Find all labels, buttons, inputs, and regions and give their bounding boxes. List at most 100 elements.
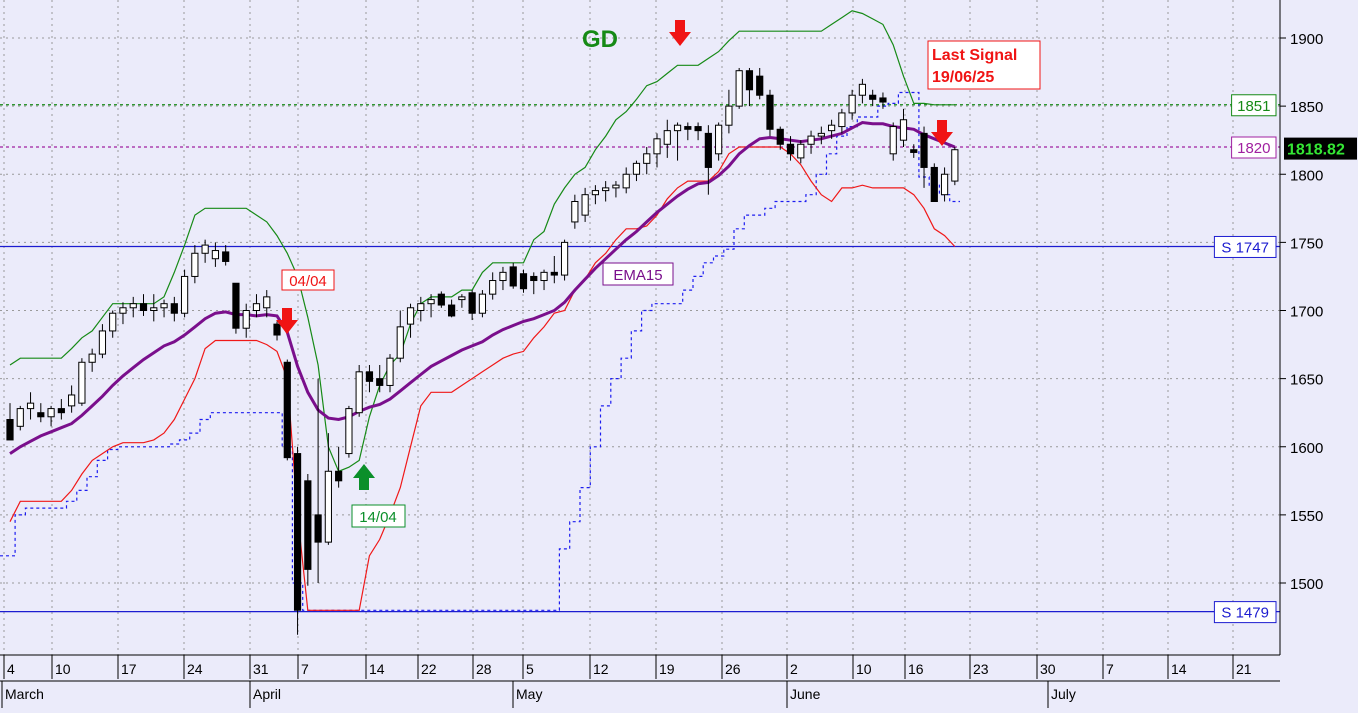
candle bbox=[776, 126, 784, 150]
candle bbox=[560, 239, 569, 281]
candle bbox=[684, 122, 692, 141]
candle-body bbox=[797, 143, 805, 159]
candle bbox=[191, 245, 199, 284]
candle-body bbox=[109, 312, 117, 332]
candle bbox=[448, 299, 456, 318]
candle-body bbox=[478, 293, 487, 314]
buy-arrow-icon bbox=[353, 464, 375, 490]
lower-band-line bbox=[9, 146, 956, 611]
candle bbox=[324, 433, 332, 545]
candle-body bbox=[560, 241, 569, 276]
candle-body bbox=[88, 353, 96, 363]
candle bbox=[160, 299, 168, 318]
candle-body bbox=[807, 135, 815, 145]
candle-body bbox=[889, 126, 897, 155]
month-label: July bbox=[1051, 686, 1076, 702]
candle bbox=[602, 181, 610, 202]
candle-body bbox=[540, 271, 548, 282]
candle bbox=[37, 403, 45, 423]
candle-body bbox=[283, 361, 291, 459]
day-tick-label: 16 bbox=[908, 661, 924, 677]
candle bbox=[797, 140, 805, 164]
candle bbox=[376, 365, 384, 393]
candle bbox=[581, 187, 589, 222]
candle-body bbox=[150, 307, 158, 311]
candle bbox=[879, 92, 887, 109]
day-tick-label: 17 bbox=[121, 661, 137, 677]
day-tick-label: 5 bbox=[526, 661, 534, 677]
candle bbox=[88, 348, 96, 372]
candle-body bbox=[591, 190, 599, 196]
candle bbox=[571, 194, 579, 229]
candle bbox=[78, 358, 86, 406]
candle-body bbox=[509, 266, 517, 287]
candle-body bbox=[211, 250, 220, 260]
day-tick-label: 31 bbox=[253, 661, 269, 677]
candle-body bbox=[684, 126, 692, 130]
candle-body bbox=[365, 371, 374, 382]
candle bbox=[786, 136, 795, 161]
candle bbox=[458, 294, 466, 308]
candle bbox=[848, 89, 856, 120]
candle-body bbox=[951, 149, 959, 182]
candle bbox=[68, 385, 76, 413]
candle bbox=[293, 446, 302, 635]
candle-body bbox=[26, 402, 35, 410]
candle-body bbox=[160, 303, 168, 309]
candle bbox=[386, 354, 394, 393]
candle-body bbox=[47, 408, 55, 418]
axis-corner bbox=[1280, 655, 1358, 708]
y-tick-label: 1600 bbox=[1290, 440, 1323, 457]
candle-body bbox=[68, 394, 76, 407]
candle-body bbox=[119, 307, 127, 314]
day-tick-label: 2 bbox=[790, 661, 798, 677]
candle bbox=[694, 122, 702, 141]
candle-body bbox=[180, 275, 189, 314]
day-tick-label: 22 bbox=[421, 661, 437, 677]
candle-body bbox=[940, 173, 949, 196]
day-tick-label: 14 bbox=[1171, 661, 1187, 677]
bands bbox=[0, 10, 960, 611]
candle bbox=[335, 446, 343, 488]
candle bbox=[869, 89, 877, 107]
candle-body bbox=[386, 357, 394, 386]
candle-body bbox=[817, 132, 825, 137]
candle-body bbox=[766, 94, 774, 130]
candle bbox=[109, 310, 117, 338]
day-tick-label: 7 bbox=[1106, 661, 1114, 677]
level-label: S 1747 bbox=[1221, 239, 1269, 256]
candle bbox=[201, 239, 209, 263]
candle-body bbox=[458, 296, 466, 301]
candle-body bbox=[448, 304, 456, 317]
candle-body bbox=[427, 299, 435, 305]
candle-body bbox=[910, 149, 918, 153]
candle bbox=[47, 405, 55, 427]
candle bbox=[26, 392, 35, 420]
buy-signal-date: 14/04 bbox=[359, 509, 397, 526]
level-label-box bbox=[1213, 601, 1277, 624]
candle-body bbox=[222, 251, 230, 262]
candle-body bbox=[170, 303, 178, 314]
candle bbox=[509, 262, 517, 289]
day-tick-label: 10 bbox=[55, 661, 71, 677]
candle-body bbox=[37, 412, 45, 418]
candle bbox=[170, 296, 178, 322]
level-label-box bbox=[1213, 235, 1277, 258]
candle bbox=[920, 126, 928, 188]
candle-body bbox=[232, 282, 240, 329]
y-tick-label: 1700 bbox=[1290, 304, 1323, 321]
candle bbox=[16, 405, 24, 431]
candle bbox=[807, 130, 815, 154]
candle-body bbox=[643, 153, 651, 164]
day-tick-label: 23 bbox=[973, 661, 989, 677]
candle-body bbox=[879, 97, 887, 103]
plot-background bbox=[0, 0, 1280, 655]
candle-body bbox=[396, 326, 404, 359]
candle-body bbox=[653, 138, 661, 155]
candle-body bbox=[745, 70, 754, 91]
candle-body bbox=[57, 408, 65, 414]
candle bbox=[232, 282, 240, 334]
candle-body bbox=[694, 126, 702, 132]
candle-body bbox=[519, 273, 528, 290]
